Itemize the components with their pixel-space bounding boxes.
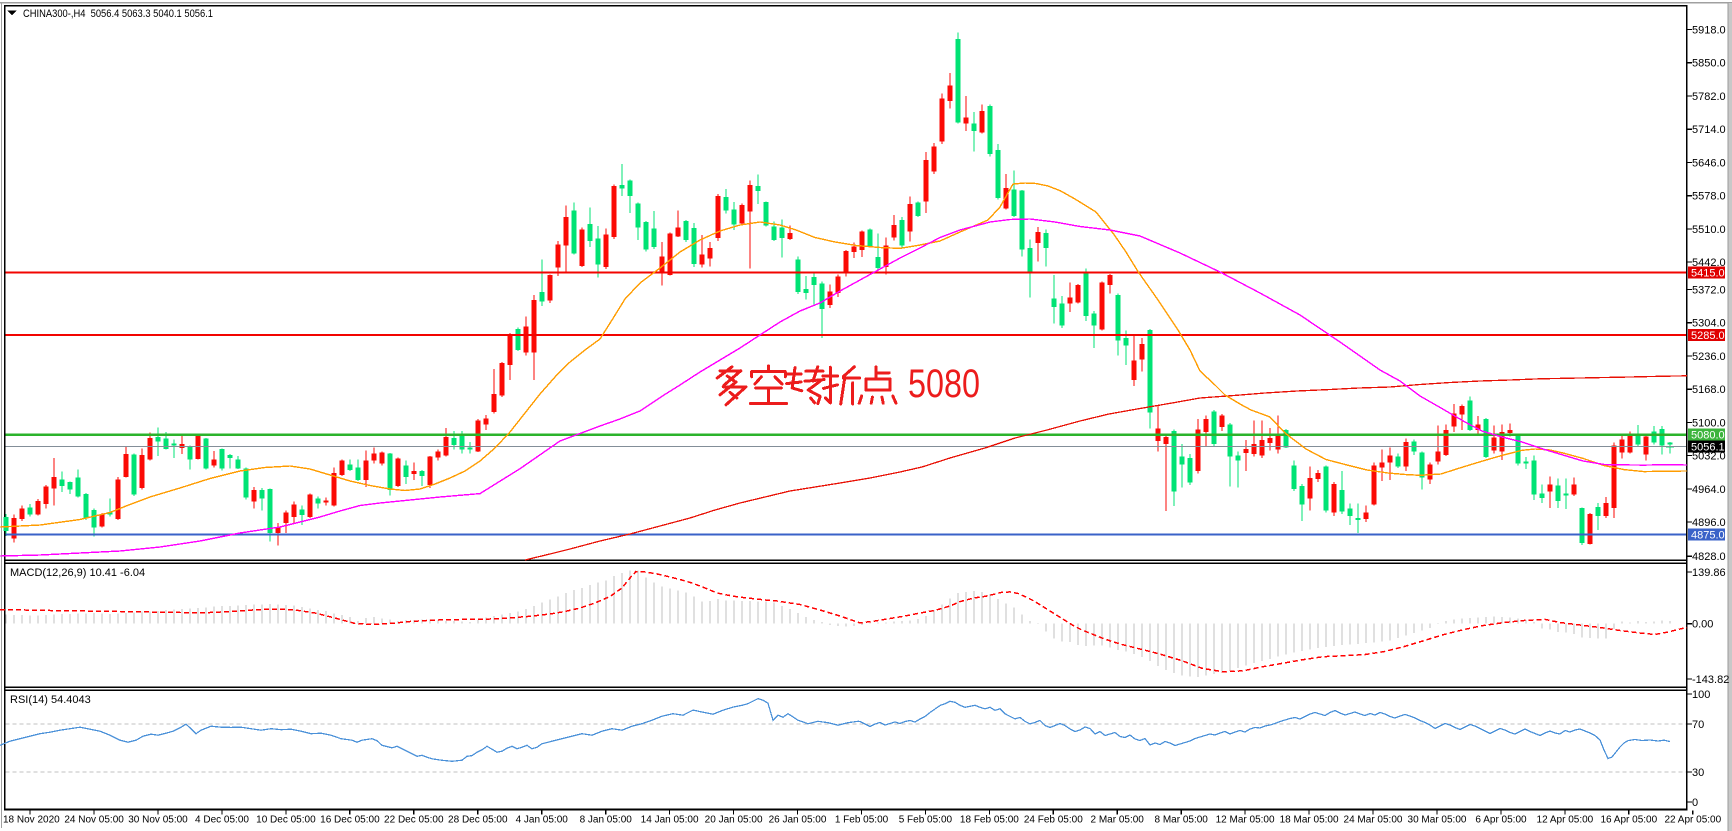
- svg-text:5442.0: 5442.0: [1692, 257, 1726, 269]
- svg-text:4 Jan 05:00: 4 Jan 05:00: [516, 815, 569, 826]
- svg-text:24 Mar 05:00: 24 Mar 05:00: [1344, 815, 1403, 826]
- svg-text:10 Dec 05:00: 10 Dec 05:00: [256, 815, 316, 826]
- svg-text:5080: 5080: [908, 362, 980, 406]
- svg-text:12 Mar 05:00: 12 Mar 05:00: [1216, 815, 1275, 826]
- svg-text:5080.0: 5080.0: [1691, 430, 1725, 442]
- svg-text:2 Mar 05:00: 2 Mar 05:00: [1091, 815, 1145, 826]
- svg-text:-143.82: -143.82: [1692, 674, 1729, 686]
- svg-text:18 Nov 2020: 18 Nov 2020: [3, 815, 60, 826]
- svg-text:22 Dec 05:00: 22 Dec 05:00: [384, 815, 444, 826]
- svg-text:5372.0: 5372.0: [1692, 285, 1726, 297]
- svg-text:100: 100: [1692, 689, 1710, 701]
- svg-text:5100.0: 5100.0: [1692, 417, 1726, 429]
- svg-text:22 Apr 05:00: 22 Apr 05:00: [1664, 815, 1721, 826]
- svg-text:5646.0: 5646.0: [1692, 157, 1726, 169]
- svg-text:30: 30: [1692, 767, 1704, 779]
- svg-text:CHINA300-,H4 5056.4 5063.3 50: CHINA300-,H4 5056.4 5063.3 5040.1 5056.1: [23, 8, 213, 20]
- svg-text:20 Jan 05:00: 20 Jan 05:00: [705, 815, 763, 826]
- svg-text:8 Jan 05:00: 8 Jan 05:00: [580, 815, 633, 826]
- svg-text:8 Mar 05:00: 8 Mar 05:00: [1155, 815, 1209, 826]
- svg-text:28 Dec 05:00: 28 Dec 05:00: [448, 815, 508, 826]
- svg-text:RSI(14) 54.4043: RSI(14) 54.4043: [10, 694, 91, 706]
- svg-text:5 Feb 05:00: 5 Feb 05:00: [899, 815, 953, 826]
- svg-text:24 Nov 05:00: 24 Nov 05:00: [64, 815, 124, 826]
- svg-text:70: 70: [1692, 719, 1704, 731]
- svg-text:139.86: 139.86: [1692, 567, 1726, 579]
- svg-text:6 Apr 05:00: 6 Apr 05:00: [1475, 815, 1527, 826]
- svg-text:30 Nov 05:00: 30 Nov 05:00: [128, 815, 188, 826]
- svg-text:5032.0: 5032.0: [1692, 451, 1726, 463]
- svg-text:5415.0: 5415.0: [1691, 268, 1725, 280]
- svg-text:0: 0: [1692, 797, 1698, 809]
- svg-text:5056.1: 5056.1: [1691, 442, 1725, 454]
- svg-text:5782.0: 5782.0: [1692, 91, 1726, 103]
- svg-text:18 Feb 05:00: 18 Feb 05:00: [960, 815, 1019, 826]
- svg-text:5850.0: 5850.0: [1692, 58, 1726, 70]
- svg-text:16 Dec 05:00: 16 Dec 05:00: [320, 815, 380, 826]
- svg-text:16 Apr 05:00: 16 Apr 05:00: [1600, 815, 1657, 826]
- svg-text:4 Dec 05:00: 4 Dec 05:00: [195, 815, 249, 826]
- svg-text:4964.0: 4964.0: [1692, 484, 1726, 496]
- svg-text:5304.0: 5304.0: [1692, 318, 1726, 330]
- svg-text:MACD(12,26,9) 10.41 -6.04: MACD(12,26,9) 10.41 -6.04: [10, 567, 145, 579]
- svg-text:5285.0: 5285.0: [1691, 330, 1725, 342]
- svg-text:5918.0: 5918.0: [1692, 25, 1726, 37]
- svg-text:1 Feb 05:00: 1 Feb 05:00: [835, 815, 889, 826]
- svg-text:4828.0: 4828.0: [1692, 551, 1726, 563]
- svg-text:12 Apr 05:00: 12 Apr 05:00: [1537, 815, 1594, 826]
- svg-text:18 Mar 05:00: 18 Mar 05:00: [1280, 815, 1339, 826]
- svg-text:5714.0: 5714.0: [1692, 124, 1726, 136]
- svg-text:30 Mar 05:00: 30 Mar 05:00: [1408, 815, 1467, 826]
- svg-text:4875.0: 4875.0: [1691, 530, 1725, 542]
- svg-text:0.00: 0.00: [1692, 619, 1713, 631]
- svg-text:5168.0: 5168.0: [1692, 384, 1726, 396]
- svg-text:14 Jan 05:00: 14 Jan 05:00: [641, 815, 699, 826]
- svg-text:5236.0: 5236.0: [1692, 351, 1726, 363]
- svg-text:5578.0: 5578.0: [1692, 191, 1726, 203]
- svg-text:4896.0: 4896.0: [1692, 517, 1726, 529]
- svg-text:24 Feb 05:00: 24 Feb 05:00: [1024, 815, 1083, 826]
- svg-text:26 Jan 05:00: 26 Jan 05:00: [769, 815, 827, 826]
- svg-text:5510.0: 5510.0: [1692, 224, 1726, 236]
